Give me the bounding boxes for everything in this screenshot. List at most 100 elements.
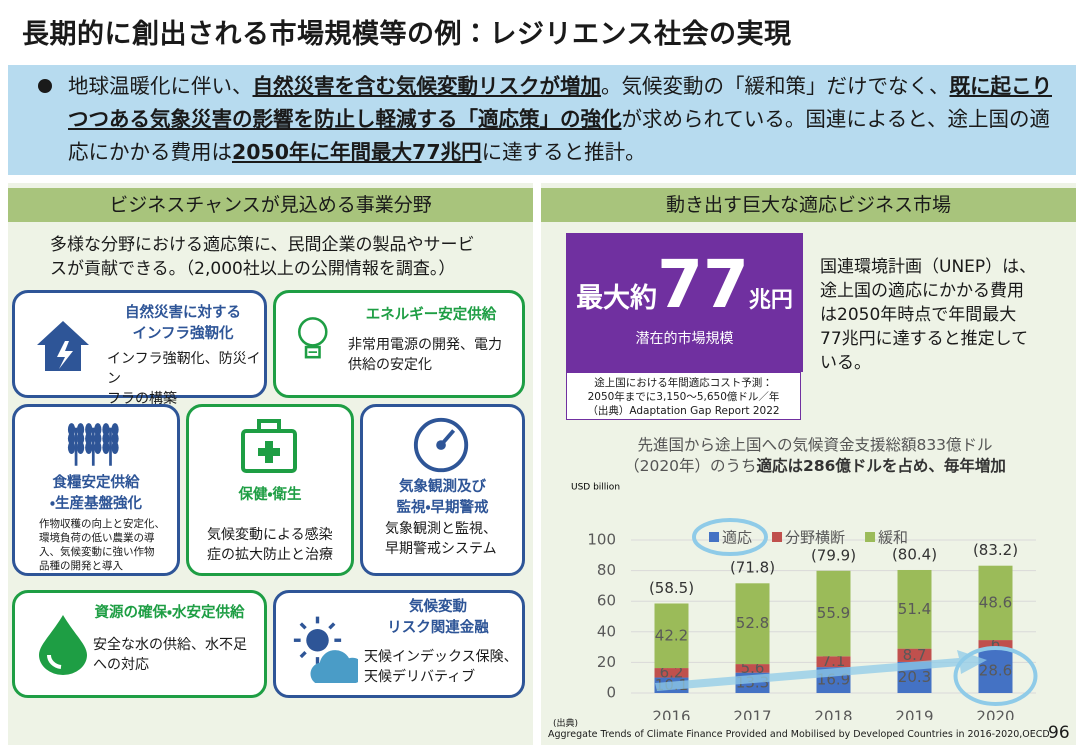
legend-label: 緩和 <box>878 529 908 547</box>
legend-label: 適応 <box>722 529 752 547</box>
bar-segment <box>978 640 1013 650</box>
value-label: 42.2 <box>655 626 688 644</box>
card: 気象観測及び 監視・早期警戒 気象観測と監視、 早期警戒システム <box>360 404 525 576</box>
x-tick-label: 2020 <box>976 708 1014 721</box>
card-title: 気象観測及び 監視・早期警戒 <box>396 479 489 516</box>
card: 自然災害に対する インフラ強靭化インフラ強靭化、防災イン フラの構築 <box>12 290 267 407</box>
bar-segment <box>816 656 851 668</box>
card: 食糧安定供給 ・生産基盤強化作物収穫の向上と安定化、 環境負荷の低い農業の導 入… <box>12 404 180 576</box>
chart-title: 先進国から途上国への気候資金支援総額833億ドル （2020年）のうち適応は28… <box>600 435 1030 477</box>
total-label: (80.4) <box>892 545 937 563</box>
axis-unit: USD billion <box>571 483 620 493</box>
legend-swatch <box>772 532 783 542</box>
text: が求められている。国連によると、途上国の適応にかかる費用は <box>68 107 1050 164</box>
x-tick-label: 2019 <box>895 708 933 721</box>
unit: 兆円 <box>748 288 793 313</box>
value-label: 55.9 <box>817 604 850 622</box>
legend-swatch <box>709 532 719 542</box>
source: Aggregate Trends of Climate Finance Prov… <box>548 729 1050 740</box>
card: 資源の確保・水安定供給安全な水の供給、水不足 への対応 <box>12 590 267 698</box>
text: に達すると推計。 <box>481 140 646 164</box>
bar-segment <box>897 648 932 662</box>
card-icon <box>67 423 119 466</box>
card-title: 自然災害に対する インフラ強靭化 <box>125 305 241 342</box>
value-label: 48.6 <box>979 593 1012 611</box>
value-label: 20.3 <box>898 668 931 686</box>
card-description: 安全な水の供給、水不足 への対応 <box>93 637 247 673</box>
y-tick-label: 100 <box>587 531 616 549</box>
legend-swatch <box>865 532 876 542</box>
card-icon <box>241 419 297 473</box>
value-label: 52.8 <box>736 614 769 632</box>
card-title: 食糧安定供給 ・生産基盤強化 <box>50 475 142 512</box>
highlight-circle <box>953 646 1038 706</box>
bold-text: 2050年に年間最大77兆円 <box>232 140 482 164</box>
market-note: 途上国における年間適応コスト予測： 2050年までに3,150～5,650億ドル… <box>566 372 801 420</box>
legend-label: 分野横断 <box>785 529 845 547</box>
intro-text: 多様な分野における適応策に、民間企業の製品やサービ スが貢献できる。（2,000… <box>50 235 475 279</box>
market-value: 最大約77兆円 <box>566 252 803 318</box>
summary-box: 地球温暖化に伴い、自然災害を含む気候変動リスクが増加。気候変動の「緩和策」だけで… <box>8 65 1076 175</box>
bar-segment <box>654 668 689 678</box>
card: エネルギー安定供給非常用電源の開発、電力 供給の安定化 <box>273 290 525 398</box>
bar-segment <box>735 664 770 673</box>
bullet <box>38 79 52 93</box>
summary-text: 地球温暖化に伴い、自然災害を含む気候変動リスクが増加。気候変動の「緩和策」だけで… <box>68 70 1063 169</box>
card-description: インフラ強靭化、防災イン フラの構築 <box>107 351 261 407</box>
card-title: 気候変動 リスク関連金融 <box>387 599 489 636</box>
bar-segment <box>735 583 770 665</box>
text: 地球温暖化に伴い、 <box>68 74 253 98</box>
total-label: (71.8) <box>730 559 775 577</box>
card-icon <box>39 615 87 675</box>
bar-segment <box>978 565 1013 641</box>
chart: USD billion02040608010010.16.242.2(58.5)… <box>571 483 1038 721</box>
card-description: 非常用電源の開発、電力 供給の安定化 <box>348 337 502 373</box>
panel-header: ビジネスチャンスが見込める事業分野 <box>8 188 533 222</box>
value-label: 8.7 <box>903 646 927 664</box>
bold-text: 自然災害を含む気候変動リスクが増加 <box>252 74 602 98</box>
total-label: (79.9) <box>811 546 856 564</box>
bar-segment <box>816 570 851 657</box>
market-caption: 潜在的市場規模 <box>635 331 734 347</box>
page-number: 96 <box>1048 723 1070 743</box>
text: 。気候変動の「緩和策」だけでなく、 <box>601 74 950 98</box>
text: 先進国から途上国への気候資金支援総額833億ドル （2020年）のうち <box>624 436 993 475</box>
x-tick-label: 2018 <box>814 708 852 721</box>
prefix: 最大約 <box>576 283 658 314</box>
x-tick-label: 2017 <box>733 708 771 721</box>
card-title: エネルギー安定供給 <box>365 307 497 323</box>
source-label: (出典) <box>553 719 579 729</box>
highlight-circle <box>692 518 768 556</box>
card: 気候変動 リスク関連金融 天候インデックス保険、 天候デリバティブ <box>273 590 525 698</box>
number: 77 <box>657 246 749 323</box>
bar-segment <box>978 649 1013 693</box>
y-tick-label: 40 <box>597 622 616 640</box>
card-icon <box>293 616 358 683</box>
bold-text: 既に起こりつつある気象災害の影響を防止し軽減する「適応策」の強化 <box>68 74 1052 131</box>
card-description: 作物収穫の向上と安定化、 環境負荷の低い農業の導 入、気候変動に強い作物 品種の… <box>39 518 165 572</box>
value-label: 51.4 <box>898 600 931 618</box>
bold-text: 適応は286億ドルを占め、毎年増加 <box>756 457 1006 475</box>
trend-arrow <box>655 650 987 691</box>
bar-segment <box>897 569 932 649</box>
y-tick-label: 60 <box>597 592 616 610</box>
panel-header: 動き出す巨大な適応ビジネス市場 <box>541 188 1076 222</box>
card-icon <box>413 417 469 473</box>
total-label: (58.5) <box>649 579 694 597</box>
card-description: 気候変動による感染 症の拡大防止と治療 <box>207 527 333 563</box>
value-label: 6 <box>991 635 1001 653</box>
market-box: 最大約77兆円 潜在的市場規模 <box>566 233 803 372</box>
card-title: 資源の確保・水安定供給 <box>94 605 245 621</box>
card: 保健・衛生 気候変動による感染 症の拡大防止と治療 <box>186 404 354 576</box>
slide-title: 長期的に創出される市場規模等の例：レジリエンス社会の実現 <box>22 19 792 50</box>
bar-segment <box>654 603 689 669</box>
value-label: 28.6 <box>979 662 1012 680</box>
y-tick-label: 0 <box>606 684 616 702</box>
total-label: (83.2) <box>973 541 1018 559</box>
y-tick-label: 80 <box>597 561 616 579</box>
description: 国連環境計画（UNEP）は、 途上国の適応にかかる費用 は2050年時点で年間最… <box>820 257 1037 373</box>
value-label: 7.1 <box>822 652 846 670</box>
y-tick-label: 20 <box>597 653 616 671</box>
